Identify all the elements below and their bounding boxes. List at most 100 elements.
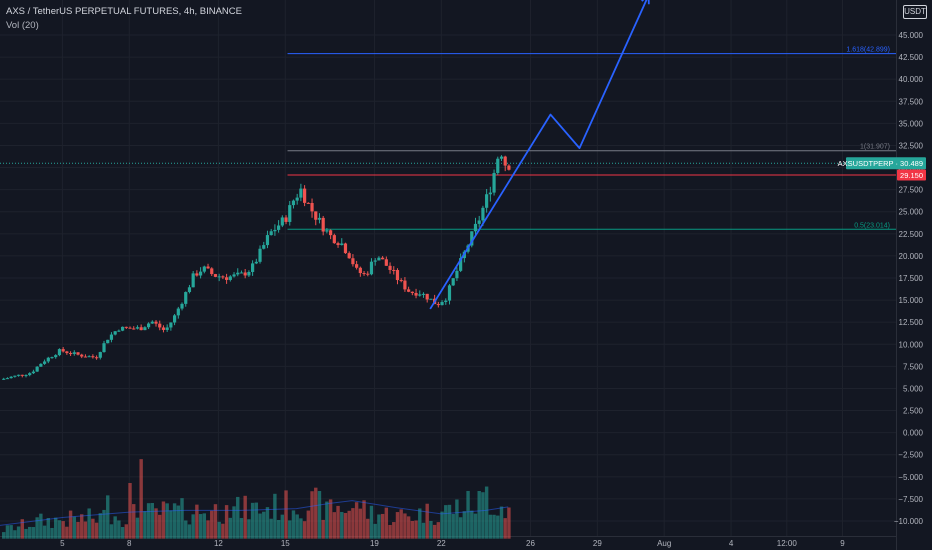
- candle: [499, 156, 504, 159]
- volume-bar: [507, 507, 511, 539]
- volume-bar: [273, 493, 277, 539]
- volume-bar: [2, 532, 6, 539]
- candle: [485, 194, 489, 208]
- y-tick-label: 20.000: [899, 252, 924, 261]
- candle: [176, 308, 180, 316]
- arrow-head: [641, 0, 650, 5]
- candle: [158, 323, 162, 328]
- volume-bar: [91, 518, 95, 539]
- candle: [28, 373, 32, 376]
- candle: [340, 243, 344, 246]
- candlestick-series: [2, 155, 511, 380]
- volume-bar: [213, 504, 218, 539]
- currency-button[interactable]: USDT: [903, 5, 927, 19]
- volume-bar: [158, 514, 162, 539]
- candle: [377, 257, 381, 261]
- volume-bar: [180, 498, 184, 539]
- candle: [150, 321, 154, 324]
- volume-bar: [254, 502, 259, 539]
- candle: [481, 207, 485, 221]
- volume-bar: [366, 518, 370, 539]
- volume-pane: [0, 459, 511, 539]
- volume-bar: [499, 506, 504, 539]
- level-label: 1(31.907): [860, 144, 890, 151]
- volume-bar: [243, 495, 247, 539]
- candle: [451, 278, 455, 286]
- volume-bar: [369, 505, 374, 539]
- last-price-badge-text: AXSUSDTPERP · 30.489: [838, 159, 923, 168]
- candle: [325, 230, 329, 232]
- time-axis: 5 8 12 15 19 22 26 29 Aug 4 12:00 9: [60, 539, 845, 548]
- x-tick-label: 8: [127, 539, 132, 548]
- candle: [154, 321, 158, 324]
- volume-bar: [373, 523, 377, 539]
- y-tick-label: 0.000: [903, 429, 924, 438]
- volume-bar: [191, 514, 195, 539]
- volume-bar: [328, 499, 333, 539]
- volume-bar: [470, 510, 474, 539]
- volume-bar: [54, 517, 58, 539]
- candle: [76, 352, 80, 355]
- candle: [124, 326, 128, 328]
- y-tick-label: −5.000: [898, 473, 923, 482]
- candle: [299, 188, 303, 198]
- candle: [247, 271, 251, 276]
- candle: [9, 376, 13, 379]
- volume-bar: [247, 519, 251, 539]
- chart-grid: [0, 0, 897, 550]
- volume-bar: [87, 508, 91, 539]
- candle: [492, 172, 496, 193]
- candle: [65, 351, 69, 354]
- candle: [455, 270, 459, 279]
- volume-bar: [395, 512, 400, 539]
- volume-bar: [106, 495, 110, 539]
- volume-bar: [232, 506, 236, 539]
- candle: [310, 202, 314, 212]
- candle: [120, 326, 125, 331]
- volume-bar: [399, 509, 403, 539]
- projection-path: [429, 0, 648, 310]
- volume-bar: [42, 525, 47, 539]
- volume-bar: [128, 483, 132, 539]
- volume-bar: [258, 513, 262, 539]
- candle: [184, 292, 188, 304]
- candle: [503, 156, 507, 166]
- candle: [410, 291, 414, 293]
- volume-bar: [462, 511, 467, 539]
- candle: [291, 200, 296, 206]
- volume-bar: [228, 517, 233, 539]
- volume-bar: [403, 513, 407, 539]
- y-tick-label: 25.000: [899, 208, 924, 217]
- candle: [195, 273, 199, 276]
- candle: [187, 287, 192, 293]
- candle: [2, 378, 6, 380]
- candle: [262, 245, 266, 249]
- y-tick-label: 27.500: [899, 186, 924, 195]
- candle: [146, 323, 151, 328]
- candle: [470, 231, 474, 246]
- candle: [225, 277, 229, 280]
- candle: [16, 374, 21, 376]
- volume-bar: [72, 516, 76, 539]
- candle: [169, 322, 173, 328]
- volume-bar: [317, 491, 322, 539]
- candle: [295, 197, 299, 201]
- candle: [381, 257, 385, 260]
- y-tick-label: 12.500: [899, 318, 924, 327]
- volume-bar: [206, 520, 210, 539]
- candle: [358, 267, 362, 274]
- candle: [496, 158, 500, 173]
- candle: [306, 202, 310, 204]
- volume-bar: [165, 503, 169, 539]
- volume-bar: [139, 459, 143, 539]
- candle: [57, 349, 62, 356]
- volume-bar: [113, 516, 117, 539]
- x-tick-label: 4: [729, 539, 734, 548]
- candle: [288, 205, 292, 222]
- x-tick-label: 5: [60, 539, 65, 548]
- candle: [418, 294, 422, 296]
- candle: [329, 230, 333, 236]
- x-tick-label: 15: [281, 539, 290, 548]
- candle: [161, 327, 166, 330]
